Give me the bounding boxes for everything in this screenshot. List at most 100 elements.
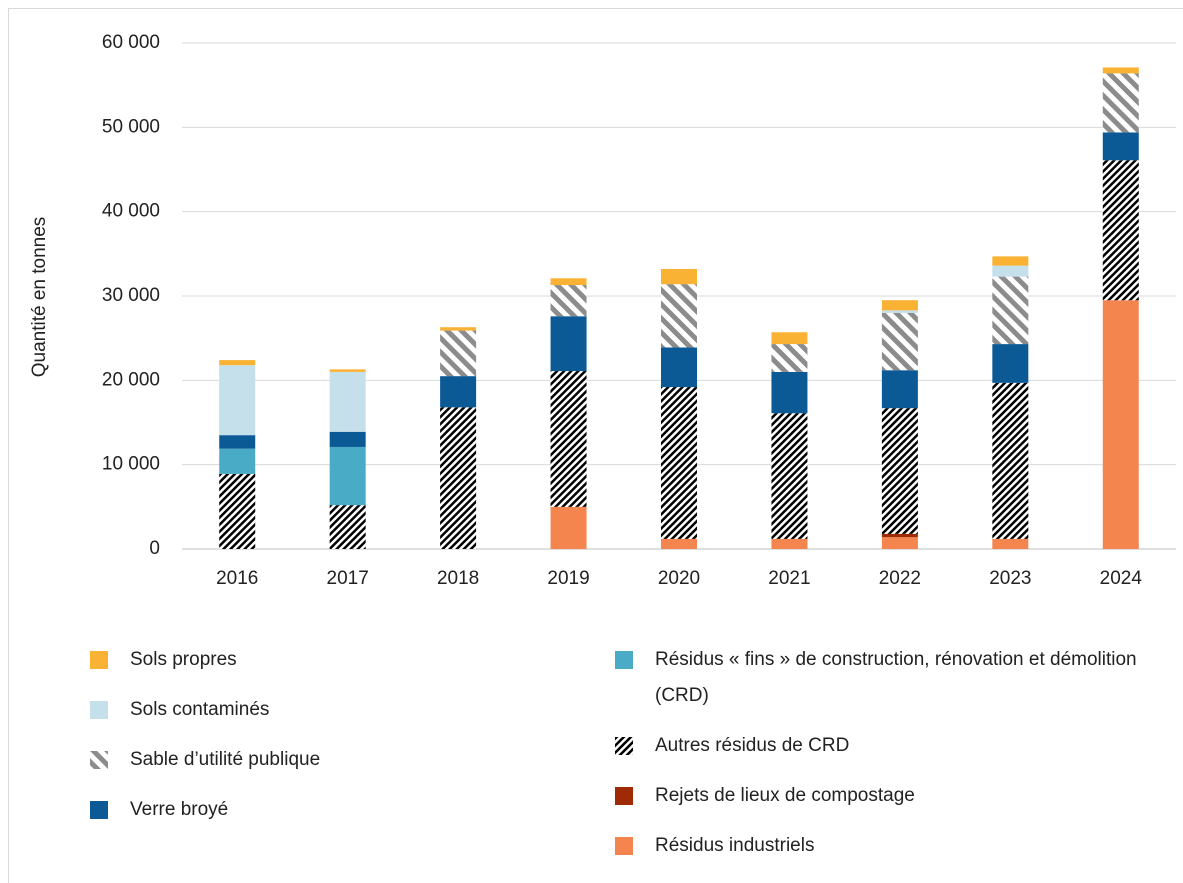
y-tick-label: 50 000 — [102, 116, 160, 137]
legend-swatch-fill — [615, 737, 633, 755]
bar-segment — [329, 446, 366, 506]
legend-swatch-fill — [615, 787, 633, 805]
legend-item: Résidus industriels — [615, 828, 1145, 864]
bar-segment — [881, 537, 918, 549]
legend-swatch-fill — [90, 801, 108, 819]
bar-segment — [771, 332, 808, 345]
x-tick-label: 2022 — [879, 568, 921, 589]
bar-segment — [329, 369, 366, 372]
bar-segment — [992, 276, 1029, 345]
bar-segment — [992, 538, 1029, 549]
legend-swatch-fill — [90, 651, 108, 669]
legend-item: Sols contaminés — [90, 692, 510, 728]
bar-segment — [881, 533, 918, 538]
bar-segment — [219, 448, 256, 474]
legend-swatch — [615, 837, 633, 855]
legend-label: Verre broyé — [130, 799, 229, 820]
legend-label: Autres résidus de CRD — [655, 735, 850, 756]
bar-segment — [992, 344, 1029, 383]
bar-segment — [661, 269, 697, 285]
legend-swatch — [90, 701, 108, 719]
bar-segment — [440, 407, 477, 549]
bar-segment — [550, 371, 587, 507]
legend: Résidus « fins » de construction, rénova… — [615, 642, 1145, 864]
legend-swatch — [90, 751, 108, 769]
legend-swatch — [90, 801, 108, 819]
legend-label: Résidus industriels — [655, 835, 815, 856]
y-axis-label: Quantité en tonnes — [29, 217, 50, 378]
bar-segment — [992, 256, 1029, 266]
legend-item: Sable d’utilité publique — [90, 742, 510, 778]
legend-label: Sable d’utilité publique — [130, 749, 321, 770]
legend-swatch — [615, 787, 633, 805]
bar-segment — [661, 387, 697, 539]
legend-swatch — [90, 651, 108, 669]
bar-segment — [881, 408, 918, 534]
bar-segment — [440, 376, 477, 408]
legend-swatch-fill — [615, 837, 633, 855]
x-tick-label: 2018 — [437, 568, 479, 589]
bar-segment — [771, 344, 808, 372]
bar-segment — [329, 431, 366, 447]
bar-segment — [1102, 300, 1139, 549]
bar-segment — [329, 505, 366, 549]
legend-swatch-fill — [90, 701, 108, 719]
y-tick-label: 10 000 — [102, 454, 160, 475]
bar-segment — [881, 370, 918, 409]
bar-segment — [771, 371, 808, 414]
legend-label: Résidus « fins » de construction, rénova… — [655, 649, 1137, 706]
bar-segment — [881, 312, 918, 371]
bar-segment — [1102, 160, 1139, 301]
legend-item: Autres résidus de CRD — [615, 728, 1145, 764]
y-tick-label: 60 000 — [102, 32, 160, 53]
bar-segment — [550, 285, 587, 317]
bar-segment — [550, 506, 587, 549]
bar-segment — [440, 330, 477, 377]
x-tick-label: 2021 — [768, 568, 810, 589]
bar-segment — [992, 265, 1029, 277]
bar-segment — [550, 278, 587, 286]
bar-segment — [219, 365, 256, 436]
y-tick-label: 40 000 — [102, 201, 160, 222]
y-tick-label: 30 000 — [102, 285, 160, 306]
bar-segment — [440, 327, 477, 331]
bar-segment — [881, 310, 918, 313]
legend-swatch-fill — [90, 751, 108, 769]
legend-swatch — [615, 651, 633, 669]
x-tick-label: 2020 — [658, 568, 700, 589]
bar-segment — [219, 473, 256, 549]
legend-item: Verre broyé — [90, 792, 510, 828]
x-tick-label: 2017 — [327, 568, 369, 589]
bar-segment — [1102, 132, 1139, 161]
bar-segment — [881, 300, 918, 311]
legend-item: Résidus « fins » de construction, rénova… — [615, 642, 1145, 714]
x-tick-label: 2024 — [1100, 568, 1143, 589]
bar-segment — [771, 413, 808, 539]
y-tick-label: 20 000 — [102, 369, 160, 390]
bar-segment — [771, 538, 808, 549]
x-tick-label: 2019 — [547, 568, 589, 589]
legend-label: Sols propres — [130, 649, 237, 670]
legend-swatch-fill — [615, 651, 633, 669]
bar-segment — [1102, 67, 1139, 74]
bar-segment — [661, 284, 697, 348]
x-tick-label: 2023 — [989, 568, 1031, 589]
bar-segment — [661, 538, 697, 549]
legend: Sols propres Sols contaminés Sable d’utili… — [90, 642, 510, 828]
bar-segment — [219, 360, 256, 366]
bar-segment — [219, 435, 256, 449]
legend-label: Rejets de lieux de compostage — [655, 785, 915, 806]
bar-segment — [1102, 73, 1139, 133]
x-tick-label: 2016 — [216, 568, 258, 589]
bar-segment — [992, 382, 1029, 539]
legend-item: Rejets de lieux de compostage — [615, 778, 1145, 814]
bar-segment — [550, 316, 587, 372]
legend-label: Sols contaminés — [130, 699, 270, 720]
frame — [8, 8, 1183, 883]
bar-segment — [329, 371, 366, 432]
legend-item: Sols propres — [90, 642, 510, 678]
y-tick-label: 0 — [149, 538, 160, 559]
legend-swatch — [615, 737, 633, 755]
